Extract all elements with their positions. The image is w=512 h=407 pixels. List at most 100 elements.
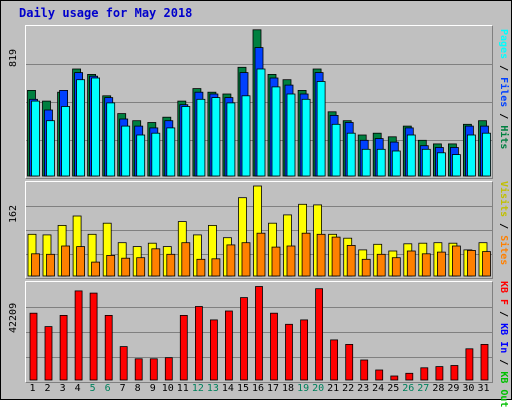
bar-sites-day-13 [211, 258, 221, 277]
bar-kb-f-day-21 [330, 339, 339, 381]
bar-sites-day-22 [346, 245, 356, 277]
bar-kb-f-day-17 [270, 312, 278, 381]
x-tick-label: 17 [266, 383, 280, 394]
bar-sites-day-1 [31, 253, 40, 277]
x-tick-label: 22 [342, 383, 355, 394]
x-tick-label: 6 [104, 383, 111, 394]
bar-kb-f-day-2 [44, 326, 53, 381]
bar-sites-day-28 [436, 251, 446, 277]
x-tick-label: 7 [119, 383, 126, 394]
bar-pages-day-7 [121, 125, 131, 177]
x-tick-label: 21 [327, 383, 340, 394]
bar-pages-day-8 [136, 134, 146, 177]
bar-sites-day-21 [331, 236, 341, 277]
bar-kb-f-day-31 [480, 344, 489, 381]
bar-sites-day-10 [166, 253, 176, 277]
bar-pages-day-10 [166, 127, 176, 177]
bar-pages-day-22 [346, 132, 356, 177]
bar-sites-day-5 [91, 261, 100, 277]
bar-sites-day-19 [301, 232, 311, 277]
legend-bottom: KB F / KB In / KB Out [493, 281, 509, 407]
x-tick-label: 27 [417, 383, 430, 394]
x-tick-label: 15 [236, 383, 250, 394]
bar-kb-f-day-24 [375, 369, 384, 381]
bar-kb-f-day-13 [209, 319, 218, 381]
legend-separator: / [498, 305, 509, 324]
legend-pages: Pages [498, 29, 509, 60]
bar-kb-f-day-1 [29, 312, 38, 381]
bar-sites-day-17 [271, 246, 281, 277]
bar-sites-day-3 [61, 245, 70, 277]
x-tick-label: 14 [221, 383, 234, 394]
bar-pages-day-15 [241, 95, 251, 177]
bar-pages-day-17 [271, 86, 281, 177]
bar-kb-f-day-9 [149, 358, 158, 381]
y-max-label-top: 819 [8, 48, 19, 67]
bar-pages-day-19 [301, 98, 311, 177]
x-tick-label: 11 [176, 383, 189, 394]
bar-sites-day-14 [226, 244, 236, 277]
bar-sites-day-11 [181, 242, 191, 277]
bar-pages-day-5 [91, 77, 100, 177]
chart-svg-middle [26, 185, 492, 277]
legend-separator: / [498, 217, 509, 236]
bar-kb-f-day-26 [405, 372, 414, 381]
bar-kb-f-day-29 [450, 365, 459, 381]
legend-files: Files [498, 77, 509, 108]
bar-sites-day-6 [106, 255, 116, 277]
panel-visits-sites [25, 181, 493, 279]
panel-kbytes [25, 281, 493, 383]
x-tick-label: 18 [281, 383, 295, 394]
bar-sites-day-27 [421, 253, 431, 277]
x-tick-label: 20 [312, 383, 325, 394]
x-tick-label: 23 [357, 383, 370, 394]
bar-pages-day-18 [286, 93, 296, 177]
chart-svg-bottom [26, 286, 492, 381]
legend-kb-out: KB Out [498, 371, 509, 407]
x-axis-labels: 1 2 3 4 5 6 7 8 9 10 11 12 13 14 15 16 17 18 19 20 21 22 23 24 2… [25, 383, 491, 397]
x-tick-label: 10 [161, 383, 174, 394]
legend-middle: Visits / Sites [493, 181, 509, 277]
x-tick-label: 28 [432, 383, 445, 394]
bar-kb-f-day-7 [119, 346, 128, 381]
bar-pages-day-30 [466, 134, 476, 177]
legend-kb-in: KB In [498, 323, 509, 354]
bar-pages-day-31 [482, 132, 491, 177]
bar-sites-day-23 [361, 258, 371, 277]
bar-kb-f-day-12 [194, 306, 203, 381]
bar-kb-f-day-23 [360, 359, 369, 381]
chart-svg-top [26, 29, 492, 177]
bar-sites-day-2 [46, 253, 55, 277]
bar-kb-f-day-8 [134, 358, 143, 381]
bar-pages-day-24 [376, 148, 386, 177]
x-tick-label: 4 [74, 383, 81, 394]
y-max-label-bottom: 42209 [8, 302, 19, 333]
bar-sites-day-20 [316, 233, 326, 277]
x-tick-label: 24 [372, 383, 385, 394]
x-tick-label: 1 [29, 383, 36, 394]
bar-kb-f-day-14 [224, 310, 233, 381]
x-tick-label: 25 [387, 383, 400, 394]
bar-pages-day-12 [196, 98, 206, 177]
x-tick-label: 29 [447, 383, 460, 394]
bar-pages-day-25 [391, 150, 401, 177]
bar-pages-day-6 [106, 102, 116, 177]
bar-kb-f-day-4 [74, 290, 83, 381]
x-tick-label: 12 [191, 383, 204, 394]
x-tick-label: 9 [149, 383, 156, 394]
panel-hits-files-pages [25, 25, 493, 179]
bar-sites-day-9 [151, 248, 161, 277]
bar-kb-f-day-15 [240, 297, 248, 381]
bar-kb-f-day-22 [345, 344, 354, 381]
bar-kb-f-day-19 [300, 319, 309, 381]
bar-kb-f-day-20 [315, 288, 324, 381]
legend-sites: Sites [498, 235, 509, 266]
legend-visits: Visits [498, 181, 509, 218]
bar-kb-f-day-30 [465, 348, 474, 381]
legend-separator: / [498, 353, 509, 372]
bar-sites-day-8 [136, 257, 146, 277]
bar-pages-day-16 [256, 68, 266, 177]
bar-pages-day-21 [331, 123, 341, 177]
x-tick-label: 19 [297, 383, 310, 394]
